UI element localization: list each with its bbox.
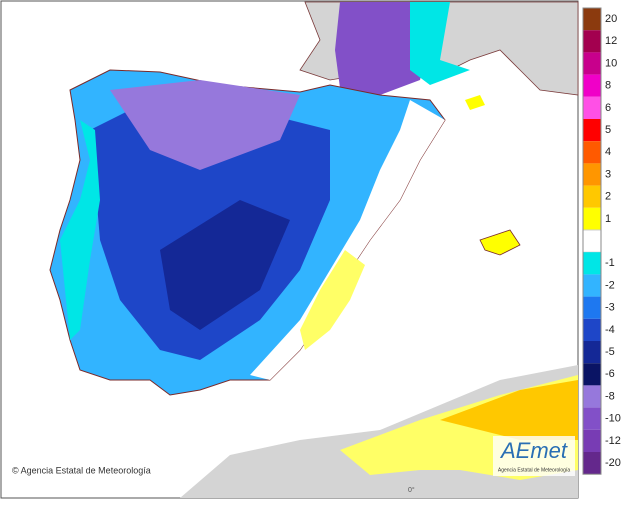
legend-swatch — [583, 274, 601, 297]
legend-label: 4 — [605, 146, 611, 158]
legend-swatch — [583, 163, 601, 186]
legend-swatch — [583, 207, 601, 230]
legend-label: 6 — [605, 102, 611, 114]
legend-swatch — [583, 452, 601, 475]
cold-area — [410, 2, 470, 85]
legend-label: -1 — [605, 257, 615, 269]
logo-subtitle: Agencia Estatal de Meteorología — [498, 467, 570, 473]
warm-area — [440, 380, 578, 440]
legend-gap — [582, 229, 602, 253]
legend-frame — [582, 7, 602, 475]
legend-swatch — [583, 385, 601, 408]
legend-label: -6 — [605, 368, 615, 380]
legend-swatch — [583, 429, 601, 452]
legend-swatch — [583, 318, 601, 341]
meridian-label: 0° — [408, 486, 415, 494]
legend-label: 2 — [605, 191, 611, 203]
legend-label: -20 — [605, 457, 621, 469]
legend-label: -5 — [605, 346, 615, 358]
legend-label: -8 — [605, 390, 615, 402]
legend-label: 8 — [605, 80, 611, 92]
legend-label: -12 — [605, 435, 621, 447]
cold-area — [110, 80, 300, 170]
legend-swatch — [583, 363, 601, 386]
warm-area — [465, 95, 485, 110]
map: © Agencia Estatal de Meteorología 0° AEm… — [0, 0, 579, 499]
credit: © Agencia Estatal de Meteorología — [12, 465, 151, 475]
legend-swatch — [583, 141, 601, 164]
legend-label: -10 — [605, 413, 621, 425]
legend-swatch — [583, 119, 601, 142]
legend-label: 10 — [605, 57, 617, 69]
logo-box — [493, 436, 575, 476]
legend-swatch — [583, 52, 601, 75]
mild-area — [250, 100, 445, 380]
cold-area — [160, 200, 290, 330]
legend-label: 20 — [605, 13, 617, 25]
legend-swatch — [583, 407, 601, 430]
legend-swatch — [583, 74, 601, 97]
legend-swatch — [583, 185, 601, 208]
legend-label: 3 — [605, 168, 611, 180]
island — [479, 229, 521, 256]
legend-swatch — [583, 8, 601, 31]
legend-swatch — [583, 341, 601, 364]
legend-label: 5 — [605, 124, 611, 136]
legend-swatch — [583, 30, 601, 53]
legend-label: -2 — [605, 279, 615, 291]
warm-area — [300, 250, 365, 350]
cold-area — [60, 120, 100, 340]
legend-swatch — [583, 296, 601, 319]
cold-area — [335, 2, 430, 95]
legend-label: 12 — [605, 35, 617, 47]
legend-label: -4 — [605, 324, 615, 336]
legend-swatch — [583, 252, 601, 275]
logo: AEmet — [499, 438, 568, 463]
legend: 20 12 10 8 6 5 4 3 2 1 -1 -2 -3 -4 -5 -6 -8 -10 -12 -20 — [582, 7, 621, 475]
legend-label: 1 — [605, 213, 611, 225]
legend-label: -3 — [605, 302, 615, 314]
legend-swatch — [583, 96, 601, 119]
